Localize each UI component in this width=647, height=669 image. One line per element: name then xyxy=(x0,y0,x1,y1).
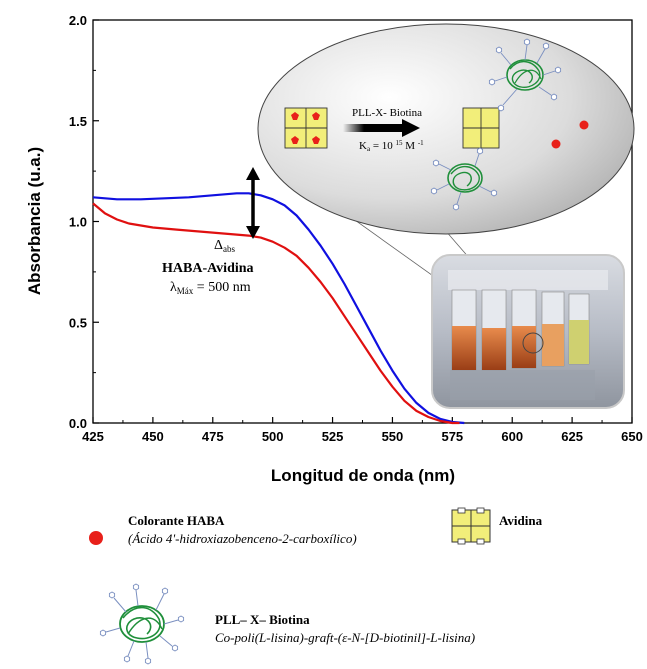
y-tick-label: 2.0 xyxy=(69,13,87,28)
y-tick-label: 1.0 xyxy=(69,215,87,230)
legend-avidin-name: Avidina xyxy=(499,513,543,528)
x-axis-title: Longitud de onda (nm) xyxy=(271,466,455,485)
spectrum-line-1 xyxy=(92,192,465,425)
legend-pll-name: PLL– X– Biotina xyxy=(215,612,310,627)
x-tick-label: 500 xyxy=(262,429,284,444)
haba-dot xyxy=(579,120,589,130)
delta-arrow xyxy=(246,167,260,239)
x-tick-label: 625 xyxy=(561,429,583,444)
legend-pll-desc: Co-poli(L-lisina)-graft-(ε-N-[D-biotinil… xyxy=(215,630,475,645)
x-tick-label: 575 xyxy=(441,429,463,444)
y-tick-label: 0.0 xyxy=(69,416,87,431)
legend-haba-name: Colorante HABA xyxy=(128,513,225,528)
axis-ticks: 425 450 475 500 525 550 575 600 625 650 0.0 0.5 1.0 1… xyxy=(69,13,643,444)
x-tick-label: 650 xyxy=(621,429,643,444)
svg-text:λMáx = 500 nm: λMáx = 500 nm xyxy=(170,280,251,296)
spectra xyxy=(92,192,465,425)
cuvette-photo xyxy=(431,254,625,409)
polymer-coil-top xyxy=(488,38,562,112)
avidin-legend-icon xyxy=(451,507,491,545)
x-tick-label: 550 xyxy=(382,429,404,444)
svg-text:Ka = 10 15 M -1: Ka = 10 15 M -1 xyxy=(359,139,424,153)
annotation-complex: HABA-Avidina xyxy=(162,261,254,276)
y-tick-label: 0.5 xyxy=(69,315,87,330)
avidin-biotin-complex xyxy=(462,107,500,149)
svg-text:Δabs: Δabs xyxy=(214,238,236,254)
annotation: Δabs HABA-Avidina λMáx = 500 nm xyxy=(162,238,254,296)
polymer-coil-bottom xyxy=(430,147,498,211)
spectrum-line-2 xyxy=(92,202,460,425)
x-tick-label: 600 xyxy=(501,429,523,444)
polymer-legend-icon xyxy=(99,583,185,665)
legend: Colorante HABA (Ácido 4'-hidroxiazobence… xyxy=(89,507,543,665)
y-axis-title: Absorbancia (u.a.) xyxy=(25,147,44,295)
haba-legend-dot xyxy=(89,531,103,545)
avidin-haba-complex xyxy=(284,107,328,149)
haba-dot xyxy=(551,139,561,149)
inset-reagent: PLL-X- Biotina xyxy=(352,107,422,119)
legend-haba-desc: (Ácido 4'-hidroxiazobenceno-2-carboxílic… xyxy=(128,531,357,546)
y-tick-label: 1.5 xyxy=(69,114,87,129)
x-tick-label: 425 xyxy=(82,429,104,444)
x-tick-label: 525 xyxy=(322,429,344,444)
x-tick-label: 450 xyxy=(142,429,164,444)
reaction-arrow xyxy=(343,124,403,132)
x-tick-label: 475 xyxy=(202,429,224,444)
